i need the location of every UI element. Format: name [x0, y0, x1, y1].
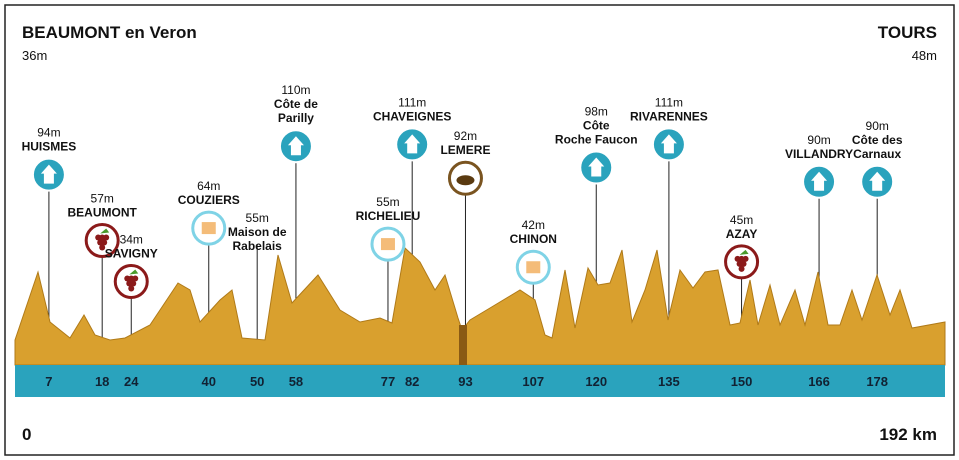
finish-name: TOURS: [878, 23, 937, 42]
start-altitude: 36m: [22, 48, 47, 63]
waypoint-altitude: 98m: [585, 105, 608, 119]
waypoint-name: Maison de: [228, 225, 287, 239]
waypoint-icon: [84, 223, 120, 259]
km-label: 93: [458, 374, 472, 389]
grape: [740, 260, 747, 267]
dish: [456, 175, 475, 186]
waypoint-altitude: 55m: [376, 195, 399, 209]
grape: [101, 239, 108, 246]
waypoint-altitude: 57m: [91, 192, 114, 206]
waypoint-name: HUISMES: [22, 140, 77, 154]
waypoint-name: RIVARENNES: [630, 109, 708, 123]
km-label: 58: [289, 374, 303, 389]
icon-house: [660, 134, 677, 154]
waypoint-icon: [724, 244, 760, 280]
km-label: 40: [202, 374, 216, 389]
waypoint-icon: [579, 150, 614, 185]
waypoint-altitude: 94m: [37, 126, 60, 140]
waypoint-altitude: 90m: [807, 133, 830, 147]
waypoint-icon: [447, 160, 483, 196]
grape: [99, 234, 106, 241]
km-label: 77: [381, 374, 395, 389]
finish-altitude: 48m: [912, 48, 937, 63]
waypoint-name: Parilly: [278, 111, 314, 125]
start-name: BEAUMONT en Veron: [22, 23, 197, 42]
waypoint-icon: [515, 249, 551, 285]
km-label: 166: [808, 374, 830, 389]
waypoint-icon: [802, 164, 837, 199]
leaf: [739, 249, 749, 255]
waypoint-altitude: 45m: [730, 213, 753, 227]
logo: [526, 261, 541, 274]
km-label: 24: [124, 374, 139, 389]
waypoint-name: LEMERE: [440, 143, 490, 157]
waypoint-name: Côte de: [274, 97, 318, 111]
waypoint-icon: [860, 164, 895, 199]
waypoint-name: Roche Faucon: [555, 133, 638, 147]
waypoint-altitude: 111m: [398, 95, 426, 109]
waypoint-name: AZAY: [726, 227, 758, 241]
finish-km: 192 km: [879, 425, 937, 444]
waypoint-name: BEAUMONT: [68, 206, 138, 220]
elevation-profile: [14, 247, 946, 366]
waypoint-altitude: 64m: [197, 179, 220, 193]
km-label: 107: [522, 374, 544, 389]
waypoint-name: Carnaux: [853, 147, 901, 161]
icon-house: [588, 157, 605, 177]
km-label: 82: [405, 374, 419, 389]
waypoint-name: Rabelais: [233, 239, 283, 253]
logo: [201, 222, 216, 235]
waypoint-icon: [278, 129, 313, 164]
waypoint-altitude: 55m: [246, 211, 269, 225]
grape: [738, 265, 745, 272]
icon-house: [869, 171, 886, 191]
waypoint-name: VILLANDRY: [785, 147, 853, 161]
km-label: 7: [45, 374, 52, 389]
waypoint-name: Côte: [583, 119, 610, 133]
icon-house: [287, 136, 304, 156]
grape: [130, 280, 137, 287]
km-label: 18: [95, 374, 109, 389]
icon-house: [40, 164, 57, 184]
waypoint-icon: [191, 210, 227, 246]
waypoint-name: SAVIGNY: [105, 246, 158, 260]
waypoint-icon: [370, 226, 406, 262]
logo: [380, 238, 395, 251]
km-label: 178: [866, 374, 888, 389]
waypoint-icon: [31, 157, 66, 192]
waypoint-name: CHAVEIGNES: [373, 109, 451, 123]
icon-house: [404, 134, 421, 154]
waypoint-name: CHINON: [510, 232, 557, 246]
icon-house: [811, 171, 828, 191]
waypoint-name: RICHELIEU: [356, 209, 421, 223]
waypoint-altitude: 42m: [522, 218, 545, 232]
grape: [738, 255, 745, 262]
km-label: 50: [250, 374, 264, 389]
waypoint-name: Côte des: [852, 133, 903, 147]
feed-zone: [459, 325, 467, 365]
km-label: 150: [731, 374, 753, 389]
waypoint-altitude: 90m: [866, 119, 889, 133]
grape: [99, 244, 106, 251]
start-km: 0: [22, 425, 31, 444]
waypoint-name: COUZIERS: [178, 193, 240, 207]
waypoint-icon: [113, 263, 149, 299]
waypoint-altitude: 92m: [454, 129, 477, 143]
leaf: [100, 228, 110, 234]
grape: [128, 285, 135, 292]
waypoint-icon: [651, 127, 686, 162]
waypoint-altitude: 34m: [120, 232, 143, 246]
km-label: 135: [658, 374, 680, 389]
km-band: [15, 365, 945, 397]
waypoint-altitude: 111m: [655, 95, 683, 109]
waypoint-altitude: 110m: [281, 83, 310, 97]
km-label: 120: [585, 374, 607, 389]
waypoint-icon: [395, 127, 430, 162]
leaf: [129, 269, 139, 275]
grape: [128, 275, 135, 282]
